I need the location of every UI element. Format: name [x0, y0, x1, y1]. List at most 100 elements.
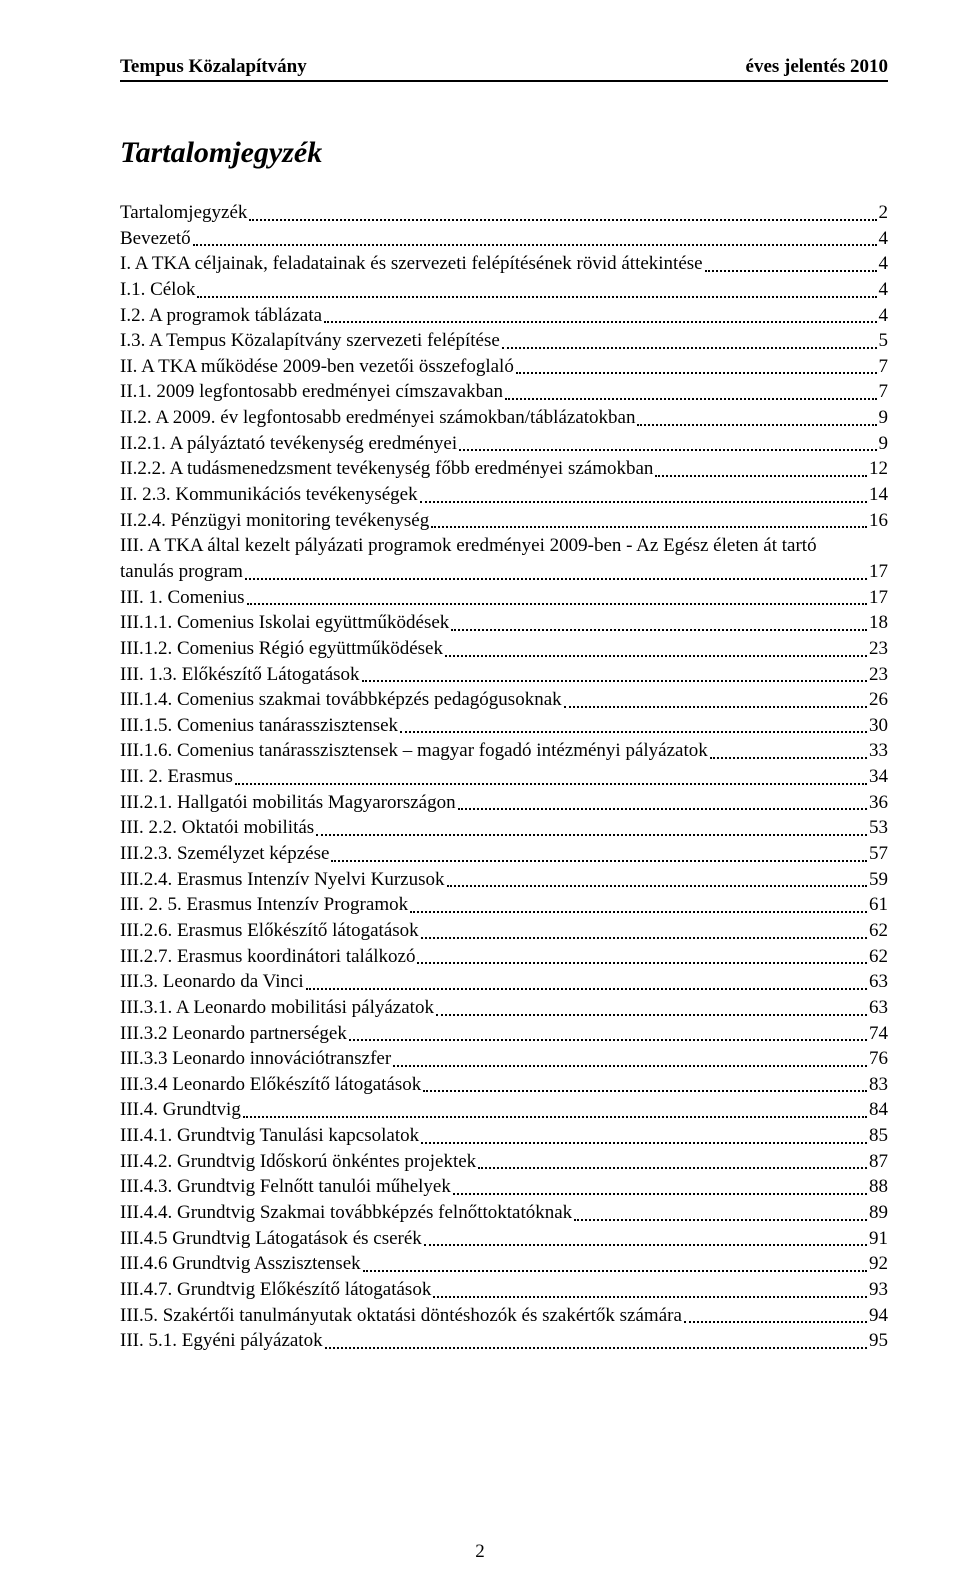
toc-entry-label: III.2.3. Személyzet képzése	[120, 841, 329, 867]
toc-leader-dots	[505, 379, 876, 405]
toc-entry: III.3. Leonardo da Vinci 63	[120, 969, 888, 995]
toc-entry: III.5. Szakértői tanulmányutak oktatási …	[120, 1303, 888, 1329]
toc-entry: III.1.1. Comenius Iskolai együttműködése…	[120, 610, 888, 636]
toc-entry-page: 34	[869, 764, 888, 790]
toc-entry-page: 59	[869, 867, 888, 893]
toc-entry: III.4.2. Grundtvig Időskorú önkéntes pro…	[120, 1149, 888, 1175]
toc-entry-label: III.4.7. Grundtvig Előkészítő látogatáso…	[120, 1277, 431, 1303]
toc-entry: III.4.3. Grundtvig Felnőtt tanulói műhel…	[120, 1174, 888, 1200]
toc-entry: III. A TKA által kezelt pályázati progra…	[120, 533, 888, 559]
toc-entry: III.2.1. Hallgatói mobilitás Magyarorszá…	[120, 790, 888, 816]
toc-entry: III.2.4. Erasmus Intenzív Nyelvi Kurzuso…	[120, 867, 888, 893]
toc-entry-page: 17	[869, 585, 888, 611]
toc-leader-dots	[423, 1072, 867, 1098]
toc-entry: I. A TKA céljainak, feladatainak és szer…	[120, 251, 888, 277]
toc-entry-label: III.2.1. Hallgatói mobilitás Magyarorszá…	[120, 790, 456, 816]
toc-entry-label: III. 2.2. Oktatói mobilitás	[120, 815, 314, 841]
toc-entry-page: 2	[879, 200, 889, 226]
toc-entry-label: III.1.5. Comenius tanárasszisztensek	[120, 713, 398, 739]
toc-entry-page: 62	[869, 918, 888, 944]
toc-entry: III.4.7. Grundtvig Előkészítő látogatáso…	[120, 1277, 888, 1303]
toc-entry-label: III.2.7. Erasmus koordinátori találkozó	[120, 944, 415, 970]
toc-entry: III.3.4 Leonardo Előkészítő látogatások …	[120, 1072, 888, 1098]
toc-entry: III.4.1. Grundtvig Tanulási kapcsolatok …	[120, 1123, 888, 1149]
toc-entry-label: III.4.1. Grundtvig Tanulási kapcsolatok	[120, 1123, 419, 1149]
toc-entry-page: 92	[869, 1251, 888, 1277]
toc-leader-dots	[516, 354, 877, 380]
toc-leader-dots	[459, 431, 876, 457]
toc-entry-label: III. 1. Comenius	[120, 585, 245, 611]
toc-entry: III.3.2 Leonardo partnerségek 74	[120, 1021, 888, 1047]
toc-leader-dots	[433, 1277, 867, 1303]
toc-leader-dots	[243, 1097, 867, 1123]
toc-entry: III.4.4. Grundtvig Szakmai továbbképzés …	[120, 1200, 888, 1226]
toc-entry-page: 4	[879, 251, 889, 277]
toc-leader-dots	[458, 790, 867, 816]
toc-entry-label: III.1.2. Comenius Régió együttműködések	[120, 636, 443, 662]
toc-entry-page: 16	[869, 508, 888, 534]
toc-leader-dots	[424, 1226, 867, 1252]
toc-entry-page: 23	[869, 662, 888, 688]
toc-entry-page: 4	[879, 226, 889, 252]
toc-entry-label: III.3.3 Leonardo innovációtranszfer	[120, 1046, 391, 1072]
toc-entry-page: 9	[879, 405, 889, 431]
toc-leader-dots	[574, 1200, 867, 1226]
toc-leader-dots	[247, 585, 867, 611]
toc-entry-page: 61	[869, 892, 888, 918]
toc-entry-page: 23	[869, 636, 888, 662]
toc-entry-label: II.2.2. A tudásmenedzsment tevékenység f…	[120, 456, 653, 482]
toc-entry-label: I.2. A programok táblázata	[120, 303, 322, 329]
toc-leader-dots	[197, 277, 876, 303]
toc-title: Tartalomjegyzék	[120, 136, 888, 170]
toc-leader-dots	[436, 995, 867, 1021]
toc-entry: III.2.3. Személyzet képzése 57	[120, 841, 888, 867]
toc-leader-dots	[393, 1046, 867, 1072]
toc-entry-page: 91	[869, 1226, 888, 1252]
toc-leader-dots	[447, 867, 867, 893]
toc-entry-page: 18	[869, 610, 888, 636]
toc-entry-page: 9	[879, 431, 889, 457]
toc-leader-dots	[325, 1328, 867, 1354]
toc-entry: III. 1.3. Előkészítő Látogatások 23	[120, 662, 888, 688]
toc-leader-dots	[235, 764, 867, 790]
toc-entry: III.4.5 Grundtvig Látogatások és cserék …	[120, 1226, 888, 1252]
toc-entry-page: 26	[869, 687, 888, 713]
toc-leader-dots	[655, 456, 867, 482]
toc-entry: Tartalomjegyzék 2	[120, 200, 888, 226]
toc-entry-label: III.2.6. Erasmus Előkészítő látogatások	[120, 918, 419, 944]
toc-leader-dots	[564, 687, 867, 713]
toc-entry-label: III.1.6. Comenius tanárasszisztensek – m…	[120, 738, 708, 764]
toc-entry-page: 74	[869, 1021, 888, 1047]
toc-entry-label: III.5. Szakértői tanulmányutak oktatási …	[120, 1303, 682, 1329]
toc-entry: III. 2. 5. Erasmus Intenzív Programok 61	[120, 892, 888, 918]
toc-entry: tanulás program 17	[120, 559, 888, 585]
toc-entry-page: 88	[869, 1174, 888, 1200]
toc-entry: I.1. Célok 4	[120, 277, 888, 303]
header-left: Tempus Közalapítvány	[120, 56, 307, 78]
toc-entry-page: 89	[869, 1200, 888, 1226]
toc-entry: III.3.3 Leonardo innovációtranszfer 76	[120, 1046, 888, 1072]
toc-entry: III. 2.2. Oktatói mobilitás 53	[120, 815, 888, 841]
toc-entry-page: 53	[869, 815, 888, 841]
toc-entry: III.4.6 Grundtvig Asszisztensek 92	[120, 1251, 888, 1277]
toc-entry-page: 83	[869, 1072, 888, 1098]
toc-leader-dots	[324, 303, 876, 329]
toc-entry: II. A TKA működése 2009-ben vezetői össz…	[120, 354, 888, 380]
toc-entry-label: II.2. A 2009. év legfontosabb eredményei…	[120, 405, 635, 431]
toc-entry: II.1. 2009 legfontosabb eredményei címsz…	[120, 379, 888, 405]
toc-leader-dots	[316, 815, 867, 841]
toc-entry: III. 1. Comenius 17	[120, 585, 888, 611]
table-of-contents: Tartalomjegyzék 2Bevezető 4I. A TKA célj…	[120, 200, 888, 1354]
toc-leader-dots	[502, 328, 877, 354]
toc-entry-page: 7	[879, 354, 889, 380]
toc-leader-dots	[431, 508, 867, 534]
toc-entry: I.3. A Tempus Közalapítvány szervezeti f…	[120, 328, 888, 354]
toc-entry-label: II.2.1. A pályáztató tevékenység eredmén…	[120, 431, 457, 457]
toc-entry: III.2.6. Erasmus Előkészítő látogatások …	[120, 918, 888, 944]
toc-entry-label: tanulás program	[120, 559, 243, 585]
toc-entry-label: III. 2. Erasmus	[120, 764, 233, 790]
toc-entry-page: 4	[879, 277, 889, 303]
toc-entry: III. 5.1. Egyéni pályázatok 95	[120, 1328, 888, 1354]
toc-leader-dots	[451, 610, 867, 636]
toc-entry-label: III.1.4. Comenius szakmai továbbképzés p…	[120, 687, 562, 713]
